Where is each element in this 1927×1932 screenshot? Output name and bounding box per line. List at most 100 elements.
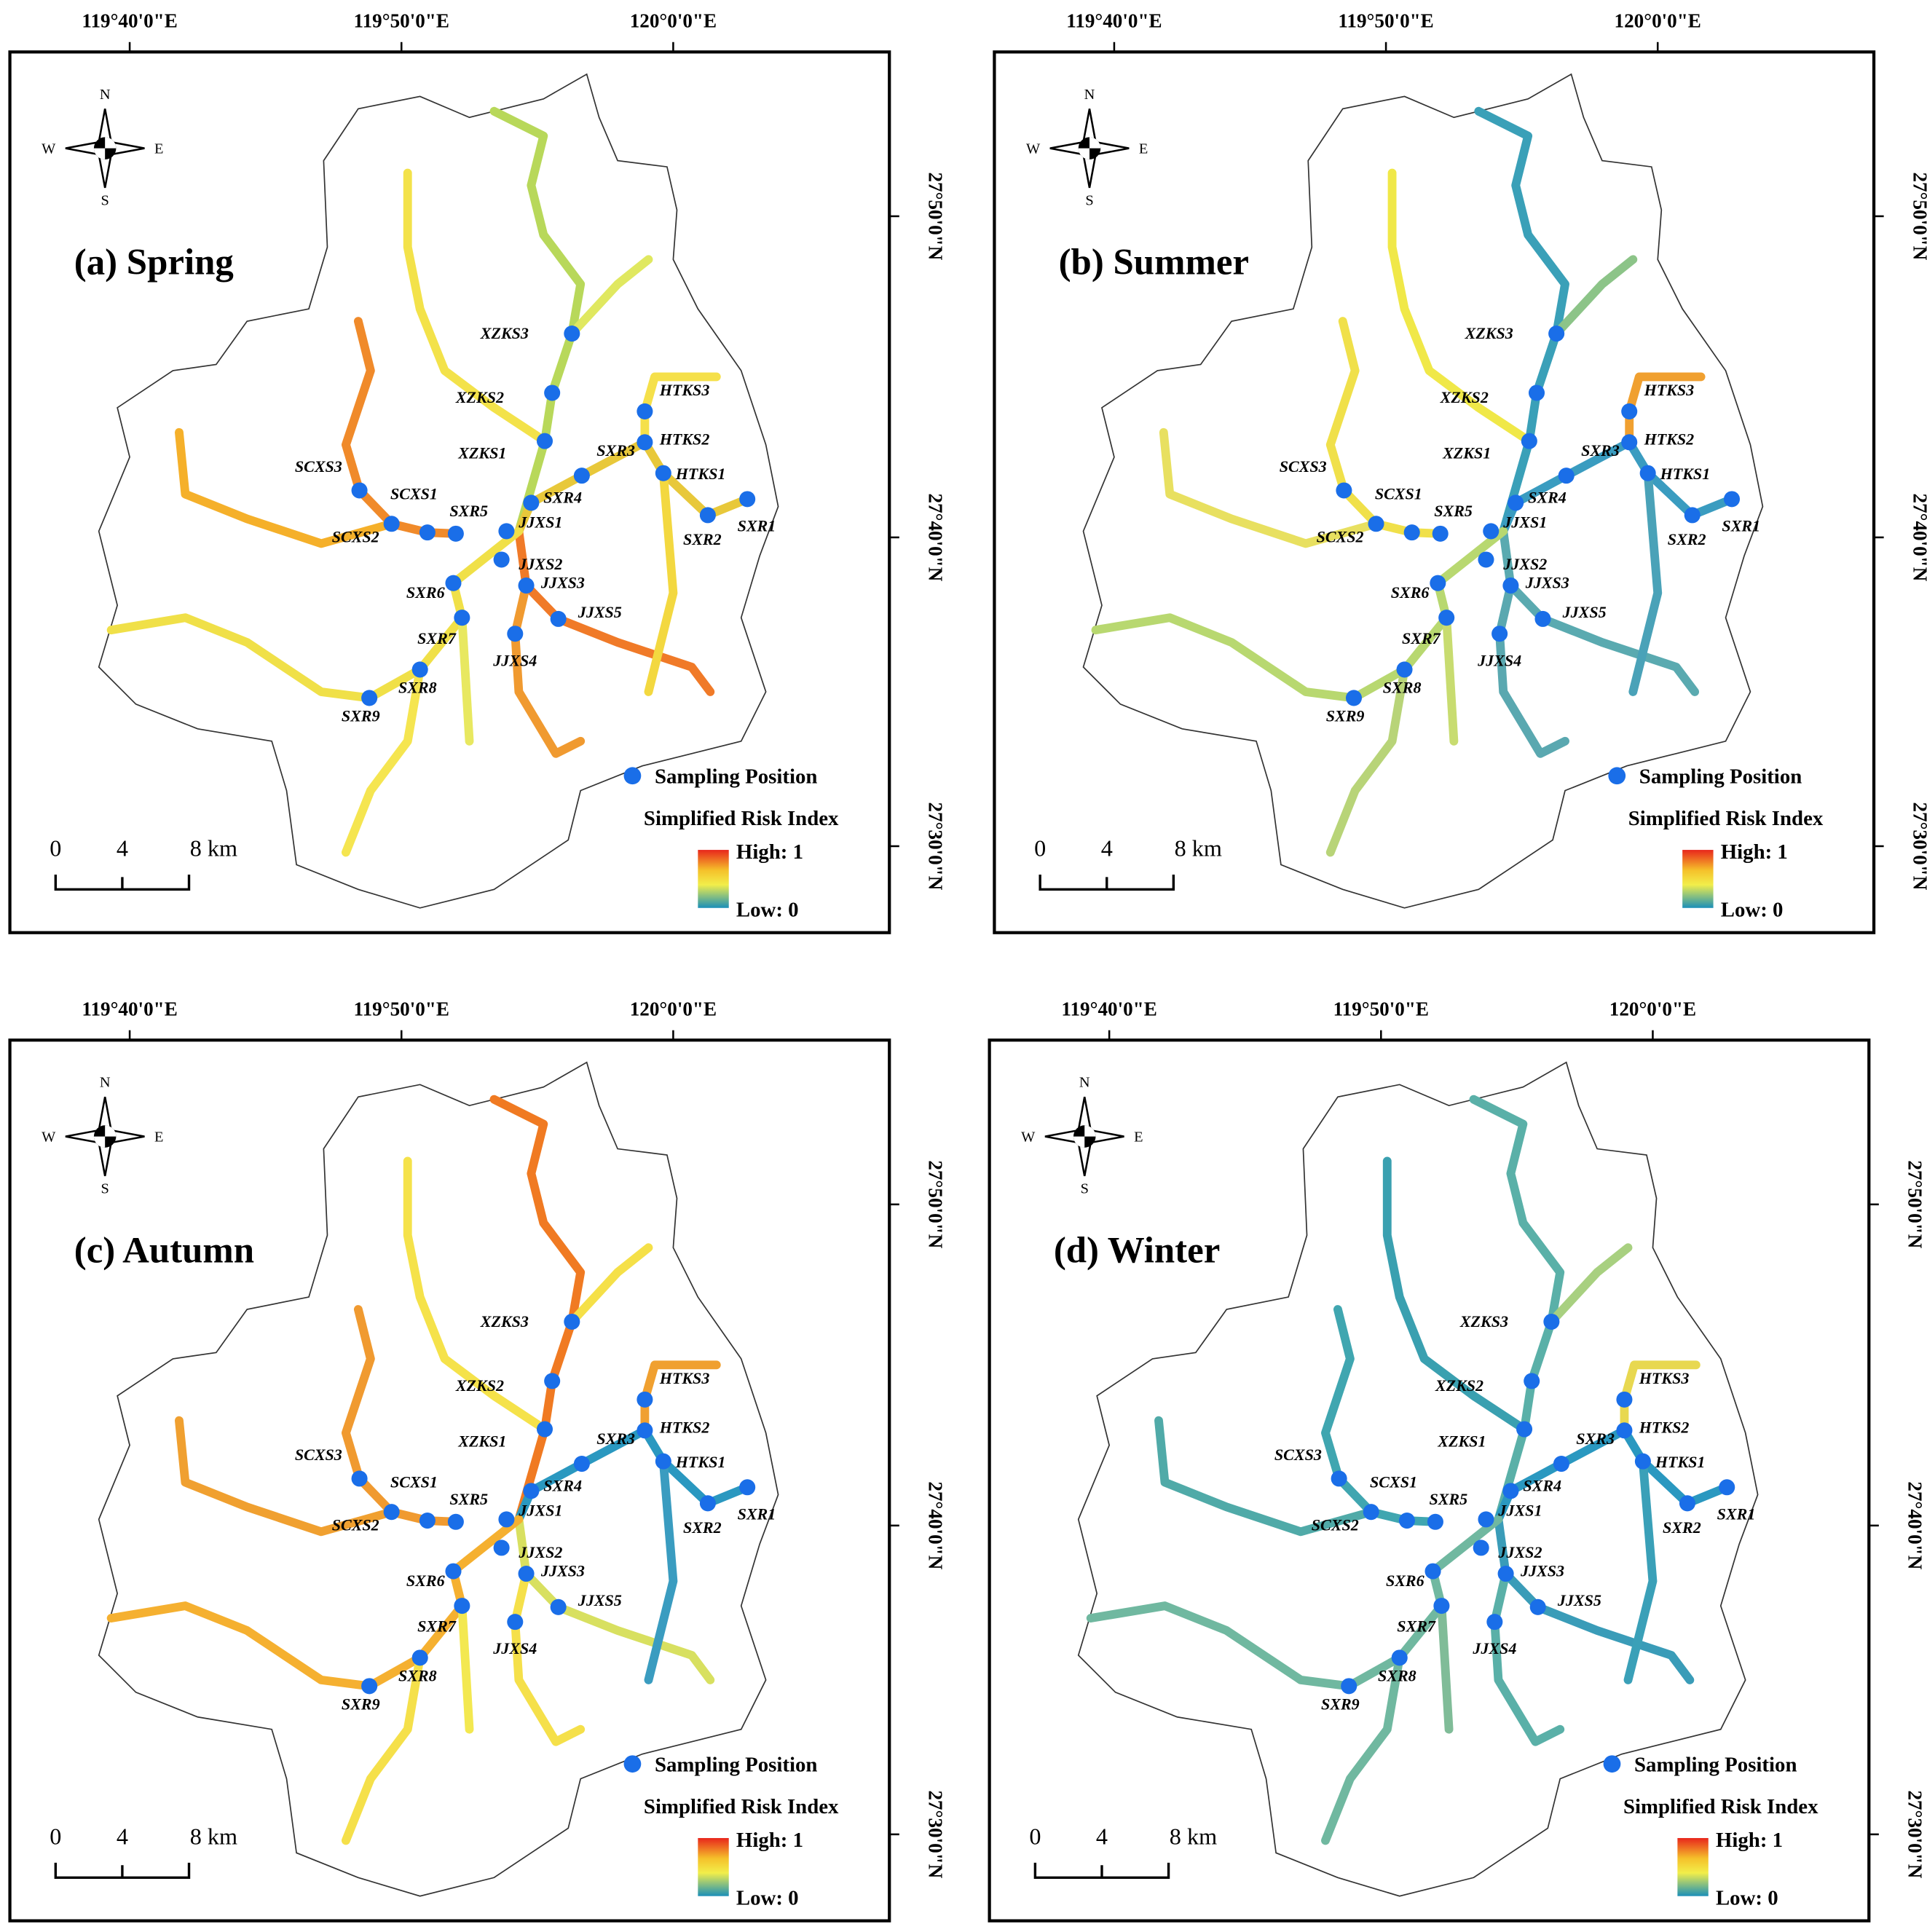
sampling-point: [1427, 1513, 1443, 1530]
compass-letter: W: [1026, 141, 1041, 157]
sampling-point: [1478, 551, 1494, 568]
site-label: SXR6: [1391, 583, 1430, 602]
sampling-point: [1679, 1495, 1695, 1512]
site-label: SXR9: [342, 1695, 380, 1714]
sampling-point: [536, 1421, 553, 1438]
sampling-point: [1558, 468, 1575, 484]
sampling-point: [1723, 491, 1741, 508]
site-label: SXR5: [449, 1490, 488, 1508]
latitude-label: 27°40'0"N: [1904, 1481, 1926, 1569]
scale-label: 0: [50, 835, 61, 861]
legend-label: Sampling Position: [1639, 765, 1802, 788]
site-label: SCXS2: [332, 528, 379, 546]
site-label: SXR1: [1717, 1505, 1756, 1523]
site-label: SXR8: [1383, 679, 1422, 697]
sampling-point: [536, 433, 553, 449]
legend-high: High: 1: [1721, 840, 1788, 864]
sampling-point: [1529, 1598, 1546, 1615]
longitude-label: 119°50'0"E: [354, 9, 449, 31]
site-label: SXR2: [1668, 530, 1706, 548]
compass-letter: S: [101, 193, 109, 209]
scale-label: 8 km: [1170, 1823, 1217, 1849]
legend-label: Sampling Position: [655, 1753, 817, 1776]
compass-letter: S: [1081, 1181, 1089, 1197]
river: [403, 1156, 549, 1434]
scale-bar: [1039, 874, 1175, 891]
site-label: JJXS1: [518, 513, 562, 531]
site-label: SCXS2: [1312, 1516, 1359, 1534]
site-label: SXR6: [406, 583, 446, 602]
legend-title: Simplified Risk Index: [1628, 807, 1824, 830]
river: [1382, 1156, 1529, 1434]
sampling-point: [419, 524, 436, 541]
river: [1620, 1360, 1701, 1435]
site-label: SXR2: [1663, 1518, 1701, 1537]
sampling-point: [1524, 1373, 1540, 1389]
sampling-point: [1391, 1649, 1408, 1666]
scale-label: 4: [1096, 1823, 1108, 1849]
site-label: HTKS1: [1660, 465, 1711, 483]
legend-dot: [623, 1755, 642, 1773]
sampling-point: [1331, 1470, 1347, 1487]
sampling-point: [739, 1479, 756, 1496]
sampling-point: [383, 1504, 400, 1521]
scale-label: 4: [117, 835, 128, 861]
site-label: JJXS4: [492, 651, 537, 669]
sampling-point: [573, 1456, 590, 1472]
sampling-point: [1616, 1422, 1633, 1439]
sampling-point: [739, 491, 756, 508]
sampling-point: [637, 403, 653, 419]
sampling-point: [1502, 577, 1519, 594]
river: [644, 468, 678, 696]
sampling-point: [518, 1565, 535, 1582]
legend-dot: [1603, 1755, 1621, 1773]
latitude-label: 27°50'0"N: [925, 173, 947, 261]
site-label: JJXS3: [1525, 573, 1569, 591]
sampling-point: [1486, 1614, 1503, 1631]
site-label: SXR4: [543, 488, 582, 506]
compass-quarter: [93, 137, 117, 159]
sampling-point: [361, 690, 378, 706]
compass-letter: S: [1085, 193, 1093, 209]
river: [341, 665, 425, 857]
scale-label: 8 km: [190, 1823, 237, 1849]
sampling-point: [637, 1422, 653, 1439]
site-label: SXR4: [1523, 1476, 1561, 1494]
river: [1442, 613, 1459, 746]
sampling-point: [1336, 482, 1352, 499]
site-label: SXR5: [449, 502, 488, 520]
site-label: SXR9: [342, 707, 380, 725]
legend-high: High: 1: [736, 1829, 803, 1852]
river: [1628, 468, 1663, 696]
latitude-label: 27°40'0"N: [1909, 494, 1927, 582]
river: [1159, 427, 1381, 548]
legend-low: Low: 0: [736, 1887, 799, 1910]
river: [457, 1601, 474, 1734]
site-label: JJXS4: [492, 1639, 537, 1657]
sampling-point: [351, 1470, 368, 1487]
site-label: SXR5: [1434, 502, 1473, 520]
site-label: SXR9: [1326, 707, 1365, 725]
longitude-label: 120°0'0"E: [1609, 998, 1696, 1020]
sampling-point: [1363, 1504, 1379, 1521]
sampling-point: [411, 1649, 428, 1666]
compass-letter: S: [101, 1181, 109, 1197]
river: [1325, 665, 1409, 857]
site-label: JJXS5: [578, 1591, 622, 1609]
site-label: XZKS3: [1465, 324, 1513, 342]
site-label: XZKS1: [457, 1432, 506, 1450]
latitude-label: 27°30'0"N: [925, 803, 947, 891]
sampling-point: [564, 1313, 580, 1330]
compass-letter: E: [154, 141, 163, 157]
site-label: SXR1: [738, 516, 776, 535]
site-label: JJXS4: [1472, 1639, 1516, 1657]
site-label: SXR6: [1386, 1572, 1425, 1590]
site-label: SXR7: [417, 629, 457, 647]
compass-quarter: [1073, 1125, 1096, 1148]
site-label: JJXS2: [518, 1543, 562, 1561]
river: [1321, 1653, 1404, 1845]
site-label: SCXS2: [332, 1516, 379, 1534]
longitude-label: 119°40'0"E: [1061, 998, 1156, 1020]
site-label: SCXS1: [1375, 484, 1422, 502]
scale-bar: [54, 1862, 191, 1879]
